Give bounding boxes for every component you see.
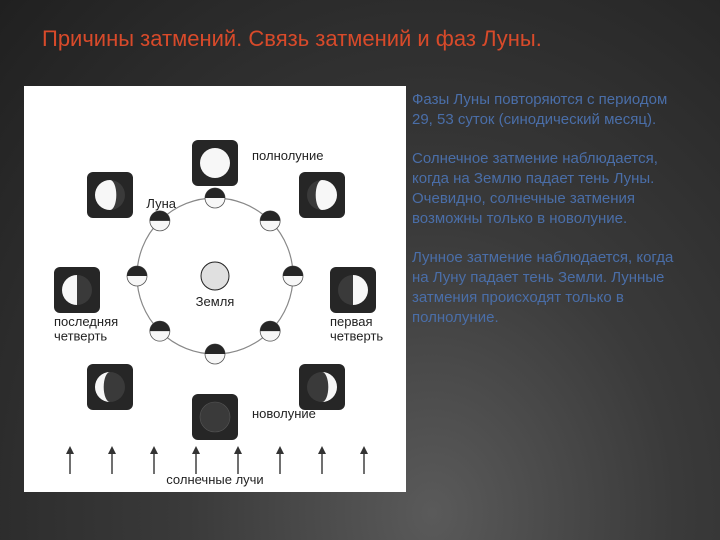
moon-phase-diagram: ЗемляЛунаполнолуниеперваячетвертьноволун… bbox=[24, 86, 406, 492]
svg-text:последняя: последняя bbox=[54, 314, 118, 329]
svg-text:новолуние: новолуние bbox=[252, 406, 316, 421]
svg-text:полнолуние: полнолуние bbox=[252, 148, 323, 163]
svg-text:первая: первая bbox=[330, 314, 373, 329]
page-title: Причины затмений. Связь затмений и фаз Л… bbox=[42, 26, 542, 52]
svg-text:солнечные лучи: солнечные лучи bbox=[166, 472, 263, 487]
text-block: Фазы Луны повторяются с периодом 29, 53 … bbox=[412, 90, 692, 347]
paragraph-2: Солнечное затмение наблюдается, когда на… bbox=[412, 149, 692, 230]
paragraph-3: Лунное затмение наблюдается, когда на Лу… bbox=[412, 248, 692, 329]
paragraph-1: Фазы Луны повторяются с периодом 29, 53 … bbox=[412, 90, 692, 131]
svg-text:четверть: четверть bbox=[54, 328, 107, 343]
diagram-svg: ЗемляЛунаполнолуниеперваячетвертьноволун… bbox=[24, 86, 406, 492]
svg-text:Земля: Земля bbox=[196, 294, 235, 309]
svg-text:четверть: четверть bbox=[330, 328, 383, 343]
svg-text:Луна: Луна bbox=[146, 196, 176, 211]
